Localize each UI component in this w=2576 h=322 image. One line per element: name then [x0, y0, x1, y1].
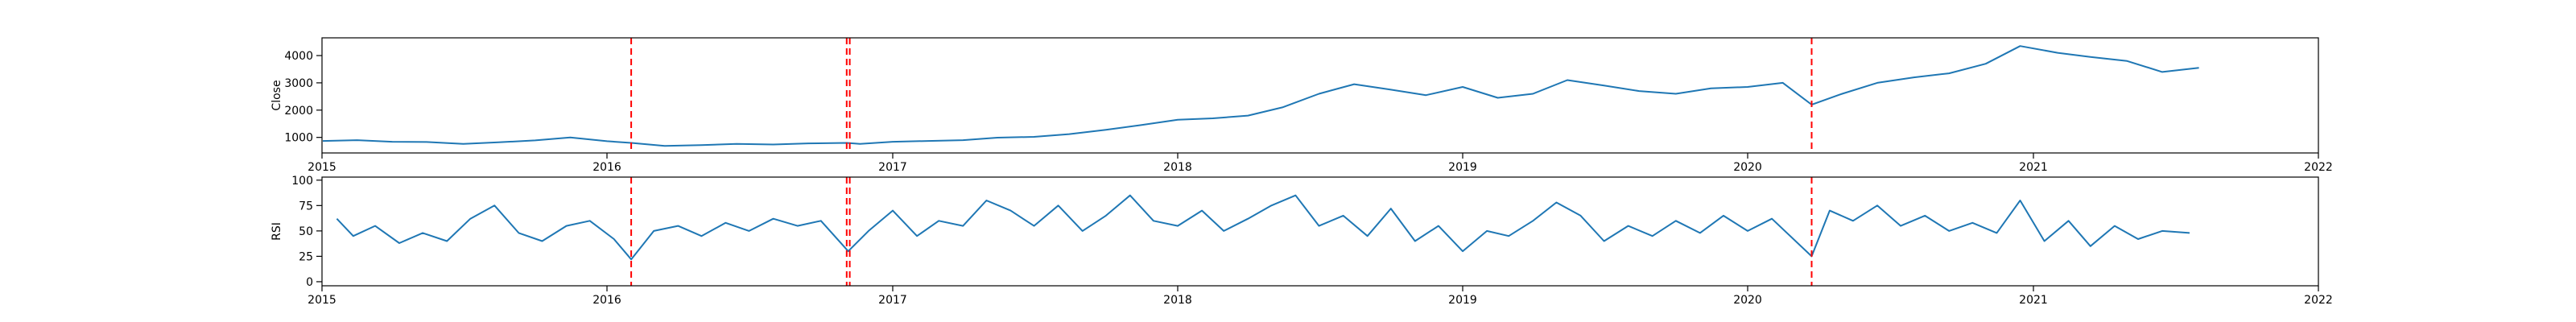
- axes-frame: [321, 37, 2319, 154]
- y-tick-label: 3000: [284, 77, 313, 90]
- x-tick-label: 2018: [1163, 161, 1192, 174]
- x-tick-label: 2015: [308, 294, 336, 307]
- axes-frame: [321, 176, 2319, 287]
- y-tick-label: 25: [299, 250, 313, 263]
- x-tick-label: 2016: [592, 294, 621, 307]
- series-line: [322, 45, 2199, 147]
- y-tick-label: 4000: [284, 50, 313, 63]
- x-tick-label: 2019: [1448, 294, 1477, 307]
- y-tick-label: 50: [299, 225, 313, 238]
- rsi-panel: 2015 2016 2017 2018 2019 2020 2021 2022 0 25 50 75 1…: [270, 175, 2333, 307]
- y-axis-label: Close: [270, 80, 283, 110]
- x-tick-label: 2017: [878, 294, 907, 307]
- series-line: [336, 194, 2190, 261]
- y-tick-label: 2000: [284, 105, 313, 118]
- x-tick-label: 2021: [2019, 161, 2048, 174]
- x-tick-label: 2020: [1733, 294, 1762, 307]
- y-tick-label: 0: [306, 276, 313, 289]
- y-axis-label: RSI: [270, 222, 283, 241]
- x-tick-label: 2022: [2304, 294, 2333, 307]
- y-tick-label: 75: [299, 200, 313, 213]
- y-tick-label: 1000: [284, 132, 313, 145]
- x-tick-label: 2019: [1448, 161, 1477, 174]
- x-tick-label: 2018: [1163, 294, 1192, 307]
- x-tick-label: 2020: [1733, 161, 1762, 174]
- x-tick-label: 2015: [308, 161, 336, 174]
- x-tick-label: 2022: [2304, 161, 2333, 174]
- x-tick-label: 2021: [2019, 294, 2048, 307]
- close-price-panel: 2015 2016 2017 2018 2019 2020 2021 2022 1000 2000…: [270, 37, 2333, 174]
- x-tick-label: 2016: [592, 161, 621, 174]
- y-tick-label: 100: [291, 175, 313, 188]
- x-tick-label: 2017: [878, 161, 907, 174]
